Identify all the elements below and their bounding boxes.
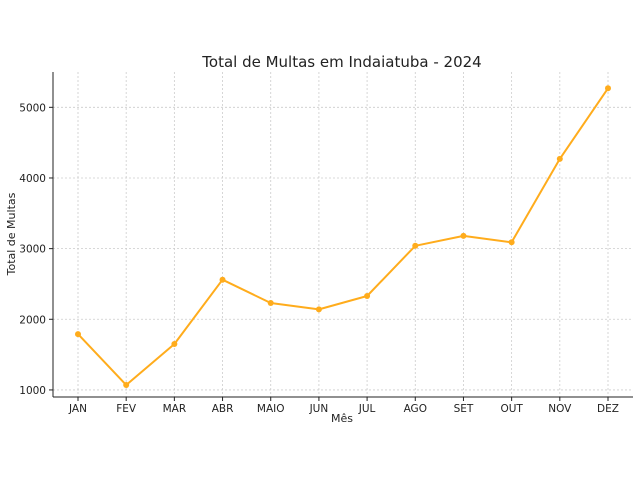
y-tick-label: 2000: [19, 314, 46, 326]
data-point: [219, 276, 226, 283]
series-line: [77, 87, 609, 386]
x-tick-label: JAN: [68, 403, 87, 415]
data-point: [605, 85, 611, 92]
x-tick-label: ABR: [212, 403, 234, 415]
y-tick-label: 5000: [19, 102, 46, 114]
grid: [53, 72, 633, 397]
series: [75, 85, 611, 388]
x-tick-label: JUL: [358, 403, 376, 415]
data-point: [460, 232, 467, 239]
x-tick-label: JUN: [309, 403, 329, 415]
y-tick-label: 4000: [19, 173, 46, 185]
data-point: [123, 381, 130, 388]
data-point: [364, 292, 371, 299]
data-point: [171, 341, 178, 348]
y-tick-label: 3000: [19, 244, 46, 256]
data-point: [508, 239, 515, 246]
ticks: JAN FEV MAR ABR MAIO JUN JUL AGO SET OUT NOV DEZ 100…: [19, 102, 619, 415]
data-point: [75, 331, 81, 338]
data-point: [556, 155, 563, 162]
x-tick-label: MAR: [163, 403, 187, 415]
axes: [52, 72, 633, 398]
x-tick-label: FEV: [116, 403, 137, 415]
data-point: [412, 242, 419, 249]
x-tick-label: MAIO: [257, 403, 285, 415]
x-tick-label: NOV: [548, 403, 572, 415]
data-point: [267, 300, 274, 307]
chart-title: Total de Multas em Indaiatuba - 2024: [201, 53, 481, 71]
x-tick-label: SET: [454, 403, 474, 415]
y-axis-label: Total de Multas: [5, 192, 18, 276]
x-tick-label: DEZ: [597, 403, 619, 415]
x-axis-label: Mês: [331, 412, 353, 425]
x-tick-label: AGO: [404, 403, 427, 415]
y-tick-label: 1000: [19, 385, 46, 397]
x-tick-label: OUT: [500, 403, 523, 415]
data-point: [315, 306, 322, 313]
